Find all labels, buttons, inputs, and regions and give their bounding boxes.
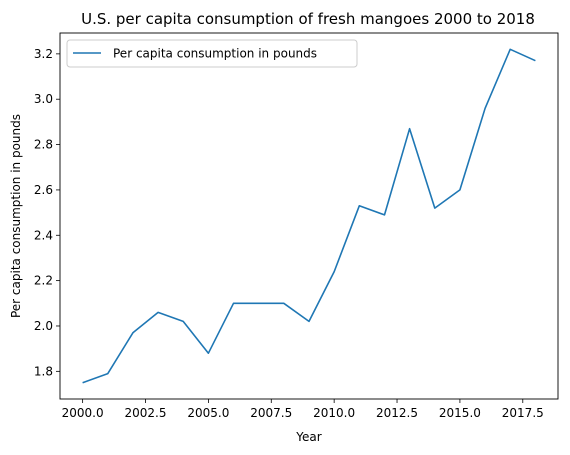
legend-label: Per capita consumption in pounds [113, 47, 317, 61]
plot-frame [59, 32, 559, 400]
y-tick-label: 3.0 [34, 92, 53, 106]
data-point [131, 331, 135, 335]
x-tick-label: 2005.0 [187, 406, 229, 420]
x-tick-label: 2015.0 [439, 406, 481, 420]
data-point [533, 59, 537, 63]
x-tick-label: 2017.5 [502, 406, 544, 420]
data-point [408, 127, 412, 131]
y-tick-label: 2.0 [34, 319, 53, 333]
data-point [483, 106, 487, 110]
y-axis-label: Per capita consumption in pounds [9, 114, 23, 318]
x-tick-label: 2007.5 [250, 406, 292, 420]
y-axis-ticks: 1.8 2.0 2.2 2.4 2.6 2.8 3.0 3.2 [34, 47, 60, 378]
data-point [357, 204, 361, 208]
y-tick-label: 1.8 [34, 364, 53, 378]
x-tick-label: 2010.0 [313, 406, 355, 420]
y-tick-label: 2.6 [34, 183, 53, 197]
data-point [508, 47, 512, 51]
legend: Per capita consumption in pounds [66, 39, 358, 68]
data-point [332, 270, 336, 274]
data-point [232, 301, 236, 305]
data-point [206, 351, 210, 355]
data-point [181, 319, 185, 323]
legend-box [66, 39, 358, 68]
x-axis-label: Year [295, 430, 321, 444]
data-point [282, 301, 286, 305]
data-point [307, 319, 311, 323]
x-axis-ticks: 2000.0 2002.5 2005.0 2007.5 2010.0 2012.5 2015… [62, 399, 544, 420]
y-tick-label: 2.4 [34, 228, 53, 242]
data-point [458, 188, 462, 192]
data-point [81, 381, 85, 385]
chart-title: U.S. per capita consumption of fresh man… [81, 10, 535, 28]
data-point [257, 301, 261, 305]
data-point [106, 372, 110, 376]
series-layer [81, 47, 537, 385]
x-tick-label: 2012.5 [376, 406, 418, 420]
data-point [156, 310, 160, 314]
data-point [382, 213, 386, 217]
series-line [82, 48, 536, 384]
x-tick-label: 2002.5 [125, 406, 167, 420]
y-tick-label: 2.2 [34, 274, 53, 288]
y-tick-label: 2.8 [34, 138, 53, 152]
y-tick-label: 3.2 [34, 47, 53, 61]
data-point [433, 206, 437, 210]
x-tick-label: 2000.0 [62, 406, 104, 420]
